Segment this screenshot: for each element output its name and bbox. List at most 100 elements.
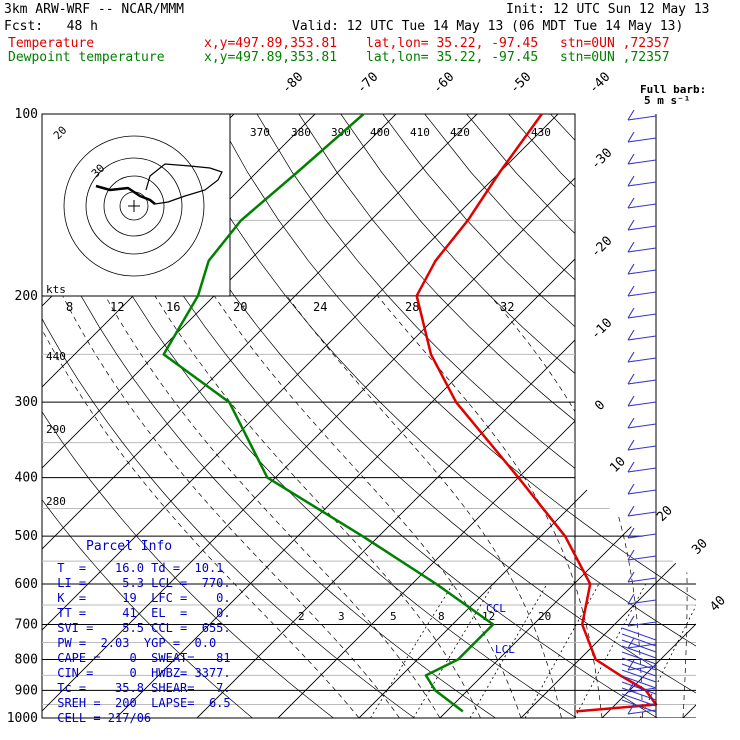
wind-barb [621, 651, 657, 665]
isotherm--50 [42, 114, 640, 718]
hodograph-ring [63, 135, 205, 277]
hodograph-speed-label: kts [46, 283, 66, 296]
isotherm-label: 10 [607, 454, 629, 476]
dewpoint-legend: Dewpoint temperature [8, 50, 165, 65]
dry-adiabat-290 [46, 114, 577, 718]
isotherm-label: -60 [430, 70, 457, 97]
pressure-label: 900 [15, 683, 38, 698]
wind-barb [627, 269, 657, 275]
isotherm--80 [42, 114, 397, 718]
mixing-ratio-label: 3 [338, 610, 345, 623]
wind-barb [627, 401, 657, 407]
wind-barb-flag [627, 417, 635, 429]
pressure-label: 400 [15, 471, 38, 486]
wind-barb [627, 423, 657, 429]
isotherm-label: 20 [654, 503, 676, 525]
wind-barb [627, 203, 657, 209]
wind-barb-flag [627, 483, 635, 495]
dry-adiabat-350 [298, 114, 696, 718]
parcel-row: CELL = 217/06 [50, 711, 152, 725]
pressure-label: 100 [15, 107, 38, 122]
hodograph-trace-low [95, 184, 156, 205]
pressure-label: 700 [15, 617, 38, 632]
hodograph-speed-tick: 28 [405, 300, 419, 314]
ccl-marker: CCL [486, 602, 506, 615]
wind-barb [627, 555, 657, 561]
valid-time: Valid: 12 UTC Tue 14 May 13 (06 MDT Tue … [292, 19, 684, 34]
wind-barb [621, 699, 657, 713]
mixing-ratio-8 [524, 583, 600, 718]
dry-adiabat-260 [42, 114, 334, 718]
mixing-ratio-2 [370, 583, 454, 718]
wind-barb [627, 599, 657, 605]
wind-barb [621, 645, 657, 659]
wind-barb [627, 665, 657, 671]
wind-barb-flag [627, 153, 635, 165]
wind-barb [627, 467, 657, 473]
dewpoint-profile [162, 113, 495, 713]
theta-label: 400 [370, 126, 390, 139]
mixing-ratio-label: 5 [390, 610, 397, 623]
parcel-row: K = 19 LFC = 0. [50, 591, 231, 605]
wind-barb [627, 247, 657, 253]
parcel-row: SREH = 200 LAPSE= 6.5 [50, 696, 231, 710]
theta-label: 420 [450, 126, 470, 139]
mixing-ratio-label: 8 [438, 610, 445, 623]
dry-adiabat-250 [42, 114, 253, 718]
theta-label: 280 [46, 495, 66, 508]
wind-barb [627, 313, 657, 319]
hodograph-speed-tick: 24 [313, 300, 327, 314]
dry-adiabat-300 [88, 114, 658, 718]
wind-barb [627, 577, 657, 583]
wind-barb [627, 115, 657, 121]
isotherm-label: 30 [689, 536, 711, 558]
wind-barb-flag [627, 439, 635, 451]
wind-barb-flag [627, 263, 635, 275]
wind-barb [621, 657, 657, 671]
mixing-ratio-label: 2 [298, 610, 305, 623]
moist-adiabat--10 [42, 295, 360, 718]
wind-barb [621, 675, 657, 689]
moist-adiabat-25 [490, 295, 643, 718]
isotherm--30 [196, 114, 696, 718]
wind-barb-flag [627, 285, 635, 297]
hodograph-frame [41, 113, 231, 297]
isotherm--10 [358, 114, 696, 718]
moist-adiabat--5 [62, 295, 400, 718]
dry-adiabat-320 [172, 114, 696, 718]
wind-barb-flag [627, 219, 635, 231]
hodograph-ring [85, 157, 183, 255]
wind-barb [621, 627, 657, 641]
isotherm-20 [601, 114, 696, 718]
isotherm--70 [42, 114, 478, 718]
dry-adiabat-280 [42, 114, 496, 718]
dry-adiabat-390 [466, 114, 696, 718]
mixing-ratio-12 [574, 583, 647, 718]
isotherm-label: -10 [588, 316, 615, 343]
isotherm-label: -40 [586, 70, 613, 97]
wind-barb [621, 693, 657, 707]
isotherm--60 [42, 114, 559, 718]
wind-barb-flag [627, 307, 635, 319]
parcel-row: CAPE = 0 SWEAT= 81 [50, 651, 231, 665]
isotherm-label: 40 [707, 593, 729, 615]
hodograph-speed-tick: 12 [110, 300, 124, 314]
wind-barb-flag [627, 351, 635, 363]
sounding-profiles [162, 113, 658, 713]
parcel-row: SVI = 5.5 CCL = 655. [50, 621, 231, 635]
dewpoint-xy: x,y=497.89,353.81 [204, 50, 338, 65]
isotherm-label: -20 [588, 234, 615, 261]
dry-adiabat-440 [675, 114, 696, 718]
wind-barb [627, 137, 657, 143]
mixing-ratio-3 [413, 583, 494, 718]
wind-barb [627, 511, 657, 517]
wind-barb-flag [627, 109, 635, 121]
parcel-row: CIN = 0 HWBZ= 3377. [50, 666, 231, 680]
forecast-hour: Fcst: 48 h [4, 19, 98, 34]
wind-barb [621, 633, 657, 647]
theta-label: 430 [531, 126, 551, 139]
wind-barb [627, 291, 657, 297]
hodograph-speed-tick: 20 [233, 300, 247, 314]
theta-label: 290 [46, 423, 66, 436]
